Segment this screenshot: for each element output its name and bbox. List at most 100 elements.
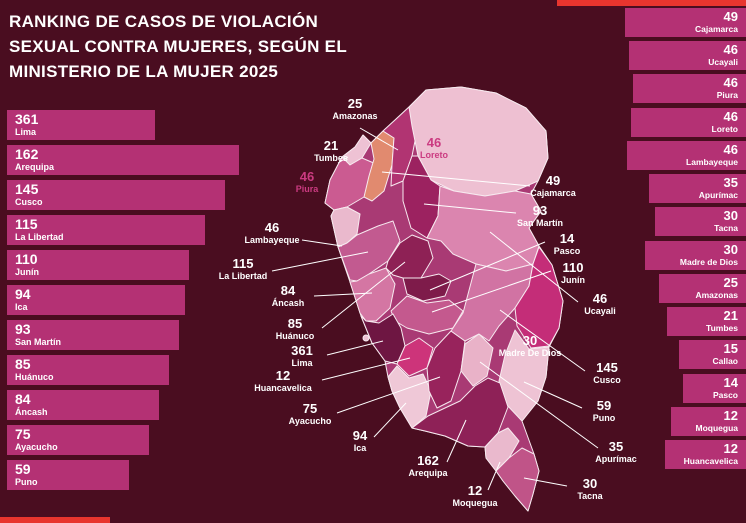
bar-region: Ucayali [708,57,738,67]
map-callout-arequipa: 162 Arequipa [383,453,473,479]
callout-value: 93 [532,203,548,218]
bar-region: Cajamarca [694,24,738,34]
ranking-bar-apurimac: 35 Apurímac [649,174,746,203]
callout-region: Pasco [553,246,581,256]
map-callout-cusco: 145 Cusco [562,361,652,386]
map-callout-lambayeque: 46 Lambayeque [227,220,317,246]
bar-value: 59 [15,461,31,477]
ranking-bar-cusco: 145 Cusco [7,180,225,210]
map-callout-huancavelica: 12 Huancavelica [238,369,328,394]
callout-value: 30 [582,476,598,491]
bar-region: Ica [15,302,28,312]
bar-value: 46 [723,142,738,157]
ranking-bar-loreto: 46 Loreto [631,108,746,137]
callout-region: San Martín [516,218,563,228]
ranking-bar-lambayeque: 46 Lambayeque [627,141,746,170]
bar-region: Puno [15,477,38,487]
map-callout-ucayali: 46 Ucayali [555,291,645,317]
bar-region: Junín [15,267,39,277]
callout-region: Huánuco [275,331,315,341]
callout-value: 12 [467,483,483,498]
map-callout-apurimac: 35 Apurímac [571,439,661,465]
bar-value: 84 [15,391,31,407]
ranking-bar-arequipa: 162 Arequipa [7,145,239,175]
ranking-bar-junin: 110 Junín [7,250,189,280]
bar-value: 49 [723,9,738,24]
bar-region: Moquegua [695,423,739,433]
ranking-bar-huanuco: 85 Huánuco [7,355,169,385]
map-callout-loreto: 46 Loreto [389,135,479,161]
callout-value: 84 [280,283,296,298]
callout-region: Áncash [271,298,305,308]
map-callout-tumbes: 21 Tumbes [286,138,376,164]
ranking-bar-ayacucho: 75 Ayacucho [7,425,149,455]
map-callout-madre-de-dios: 30 Madre De Dios [485,333,575,359]
callout-value: 85 [287,316,303,331]
bar-region: Huancavelica [683,456,738,466]
map-callout-ica: 94 Ica [315,428,405,454]
map-callout-huanuco: 85 Huánuco [250,316,340,342]
callout-value: 162 [417,453,439,468]
bar-value: 25 [723,275,738,290]
bar-value: 46 [723,42,738,57]
map-callout-san-martin: 93 San Martín [495,203,585,229]
callout-value: 35 [608,439,624,454]
bar-region: Lima [15,127,37,137]
callout-region: Cajamarca [530,188,576,198]
bar-value: 75 [15,426,31,442]
bar-region: Callao [712,356,738,366]
bar-region: La Libertad [15,232,64,242]
callout-region: Lima [291,358,313,368]
callout-value: 46 [264,220,280,235]
callout-value: 94 [352,428,368,443]
ranking-bar-ucayali: 46 Ucayali [629,41,746,70]
map-callout-moquegua: 12 Moquegua [430,483,520,509]
bar-value: 46 [723,109,738,124]
ranking-bar-piura: 46 Piura [633,74,746,103]
bar-value: 15 [723,341,738,356]
title-line-2: SEXUAL CONTRA MUJERES, SEGÚN EL [9,37,348,56]
callout-value: 46 [426,135,442,150]
callout-value: 21 [323,138,339,153]
ranking-bar-callao: 15 Callao [679,340,746,369]
bar-region: Loreto [711,124,738,134]
callout-region: Arequipa [408,468,448,478]
callout-region: Moquegua [452,498,498,508]
callout-region: Tacna [577,491,603,501]
callout-region: Lambayeque [244,235,300,245]
bar-region: Piura [716,90,738,100]
callout-region: Ucayali [584,306,616,316]
map-callout-tacna: 30 Tacna [545,476,635,502]
page-title: RANKING DE CASOS DE VIOLACIÓN SEXUAL CON… [9,9,439,84]
callout-value: 46 [592,291,608,306]
bar-value: 110 [15,251,38,267]
callout-value: 115 [232,256,254,271]
callout-region: Puno [592,413,616,423]
map-callout-pasco: 14 Pasco [522,231,612,257]
map-callout-piura: 46 Piura [262,170,352,195]
ranking-bar-pasco: 14 Pasco [683,374,746,403]
callout-value: 14 [559,231,575,246]
map-region-callao [362,334,370,342]
map-callout-ancash: 84 Áncash [243,283,333,309]
ranking-bar-ancash: 84 Áncash [7,390,159,420]
ranking-bar-madre-de-dios: 30 Madre de Dios [645,241,746,270]
callout-value: 59 [596,398,612,413]
ranking-bar-la-libertad: 115 La Libertad [7,215,205,245]
callout-value: 25 [347,96,363,111]
ranking-bar-amazonas: 25 Amazonas [659,274,746,303]
bar-region: Tacna [714,223,738,233]
bar-region: Tumbes [706,323,738,333]
bar-region: Lambayeque [686,157,738,167]
callout-region: Tumbes [314,153,348,163]
ranking-bar-san-martin: 93 San Martín [7,320,179,350]
callout-value: 361 [291,343,313,358]
callout-value: 30 [522,333,538,348]
map-callout-amazonas: 25 Amazonas [310,96,400,122]
ranking-bar-tumbes: 21 Tumbes [667,307,746,336]
bar-region: San Martín [15,337,62,347]
bar-value: 14 [723,375,738,390]
bar-value: 21 [723,308,738,323]
callout-region: Piura [295,184,319,194]
